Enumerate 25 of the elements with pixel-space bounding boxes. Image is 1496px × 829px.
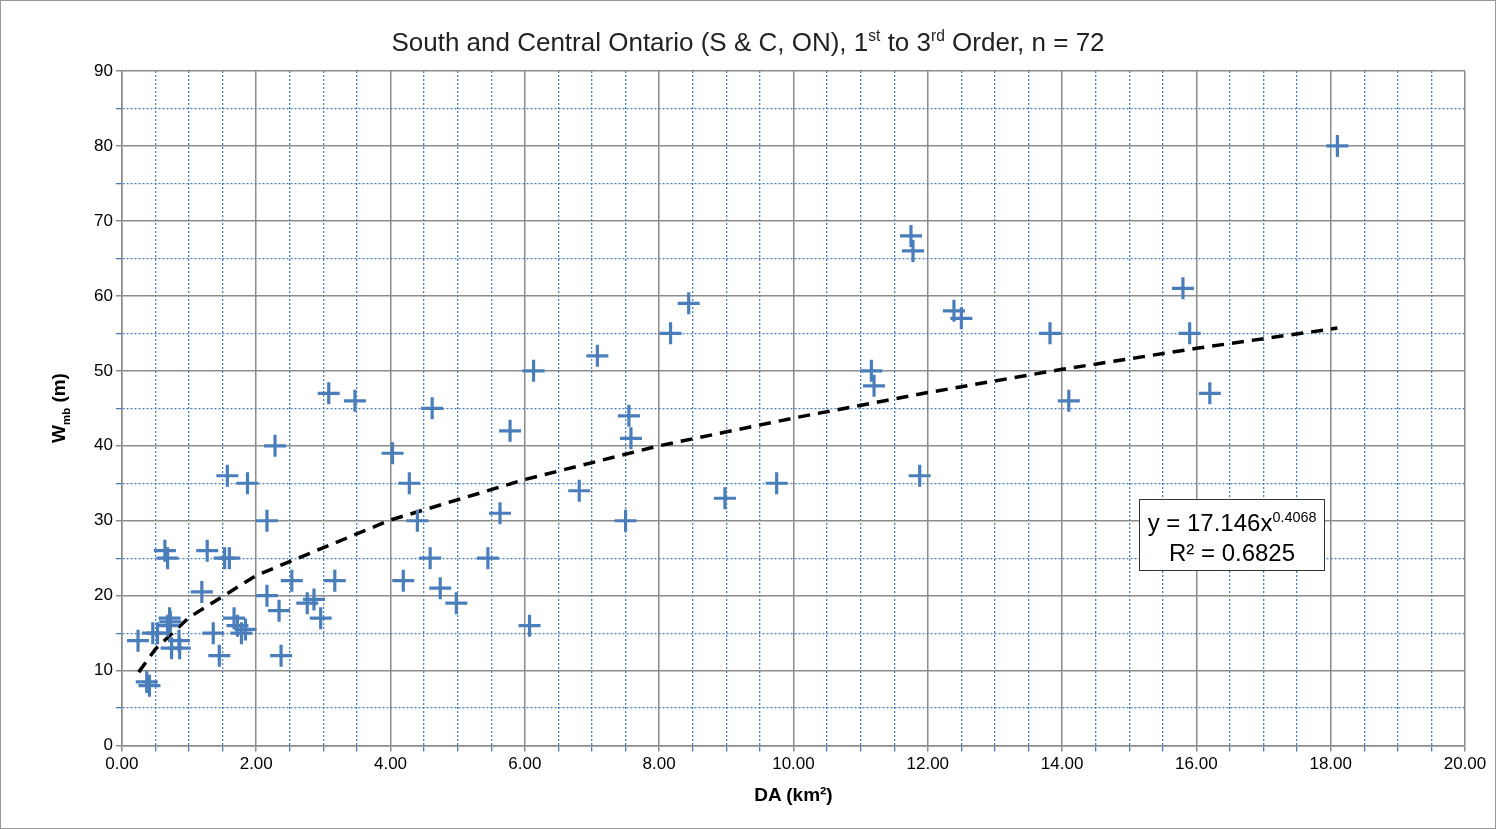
x-tick-label: 18.00 bbox=[1309, 754, 1352, 774]
y-tick-label: 60 bbox=[93, 285, 113, 305]
x-tick-label: 16.00 bbox=[1175, 754, 1218, 774]
x-tick-label: 20.00 bbox=[1443, 754, 1487, 774]
y-tick-label: 0 bbox=[103, 735, 113, 755]
y-tick-label: 80 bbox=[93, 135, 113, 155]
annotation: y = 17.146x$^{0.4068}$ bbox=[1147, 508, 1317, 539]
x-tick-label: 8.00 bbox=[642, 754, 676, 774]
y-tick-label: 50 bbox=[93, 360, 113, 380]
y-tick-label: 40 bbox=[93, 435, 113, 455]
y-tick-label: 90 bbox=[93, 60, 113, 80]
y-tick-label: 30 bbox=[93, 510, 113, 530]
y-tick-label: 10 bbox=[93, 660, 113, 680]
annotation: R² = 0.6825 bbox=[1167, 538, 1297, 569]
chart-title: South and Central Ontario (S & C, ON), 1$^{st}$ to 3$^{rd}$ Order, n = 72 bbox=[390, 27, 1106, 58]
x-tick-label: 6.00 bbox=[508, 754, 542, 774]
y-tick-label: 70 bbox=[93, 210, 113, 230]
x-tick-label: 14.00 bbox=[1040, 754, 1084, 774]
x-tick-label: 10.00 bbox=[772, 754, 815, 774]
x-tick-label: 12.00 bbox=[906, 754, 950, 774]
y-tick-label: 20 bbox=[93, 585, 113, 605]
x-tick-label: 4.00 bbox=[373, 754, 408, 774]
x-tick-label: 0.00 bbox=[105, 754, 139, 774]
x-tick-label: 2.00 bbox=[239, 754, 273, 774]
x-axis-title: DA (km²) bbox=[754, 783, 833, 806]
